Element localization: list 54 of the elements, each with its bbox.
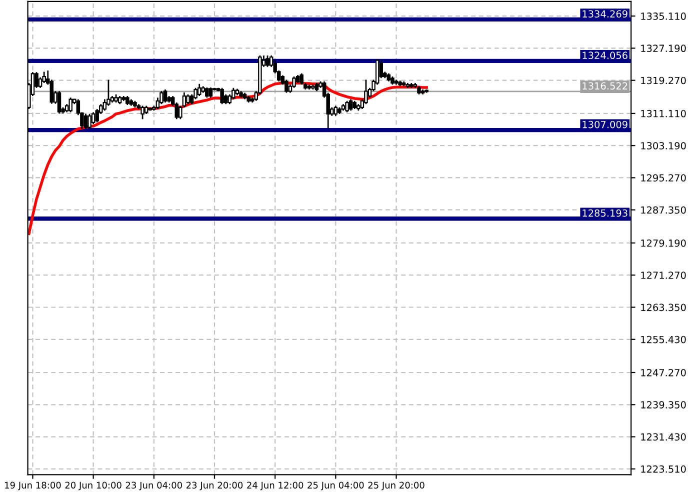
y-tick-label: 1263.350 [641,304,686,312]
y-tick-label: 1319.270 [641,76,686,84]
x-tick-label: 25 Jun 04:00 [308,482,364,490]
y-tick-label: 1279.190 [641,239,686,247]
candlestick [292,76,296,89]
candlestick [186,94,190,105]
y-tick-label: 1255.430 [641,336,686,344]
ref-line-label: 1285.193 [582,209,628,217]
y-tick-label: 1271.270 [641,272,686,279]
y-tick-label: 1327.190 [641,44,686,52]
candlestick [91,112,96,125]
candlestick [95,108,99,124]
candlestick [57,90,62,114]
x-tick-label: 23 Jun 04:00 [126,482,182,490]
candlestick [160,90,164,105]
candlestick [194,87,198,100]
candlestick [345,100,349,113]
candlestick [163,88,168,104]
candlestick [334,105,338,117]
candlestick [140,105,144,120]
y-tick-label: 1335.110 [641,12,686,20]
candlestick [348,98,353,112]
candlestick [364,79,368,105]
ref-line-label: 1307.009 [582,120,628,128]
y-tick-label: 1303.190 [641,142,686,150]
candlestick [300,72,304,86]
candlestick [208,86,213,98]
x-tick-label: 20 Jun 10:00 [65,482,122,490]
candlestick [266,54,270,68]
ref-line-label: 1316.522 [582,82,628,90]
candlestick [220,87,224,105]
y-tick-label: 1311.110 [641,110,686,118]
y-tick-label: 1223.510 [641,465,686,473]
candlestick [284,79,288,94]
x-tick-label: 24 Jun 12:00 [247,482,304,490]
candlestick [205,86,209,98]
x-tick-label: 19 Jun 18:00 [5,482,61,490]
candlestick [68,96,72,113]
candlestick [84,113,88,130]
x-tick-label: 25 Jun 20:00 [368,482,424,490]
y-tick-label: 1295.270 [641,174,686,182]
y-tick-label: 1247.270 [641,368,686,376]
candlestick [232,87,236,100]
candlestick [42,70,46,84]
candlestick [88,113,92,130]
candlestick [197,83,202,97]
line-series [28,82,428,235]
y-tick-label: 1231.430 [641,433,686,441]
ref-line-label: 1324.056 [582,52,628,60]
y-tick-label: 1287.350 [641,206,686,214]
ref-line-label: 1334.269 [582,10,628,18]
candlestick [106,79,110,106]
y-tick-label: 1239.350 [641,401,686,408]
x-tick-label: 23 Jun 20:00 [186,482,243,490]
